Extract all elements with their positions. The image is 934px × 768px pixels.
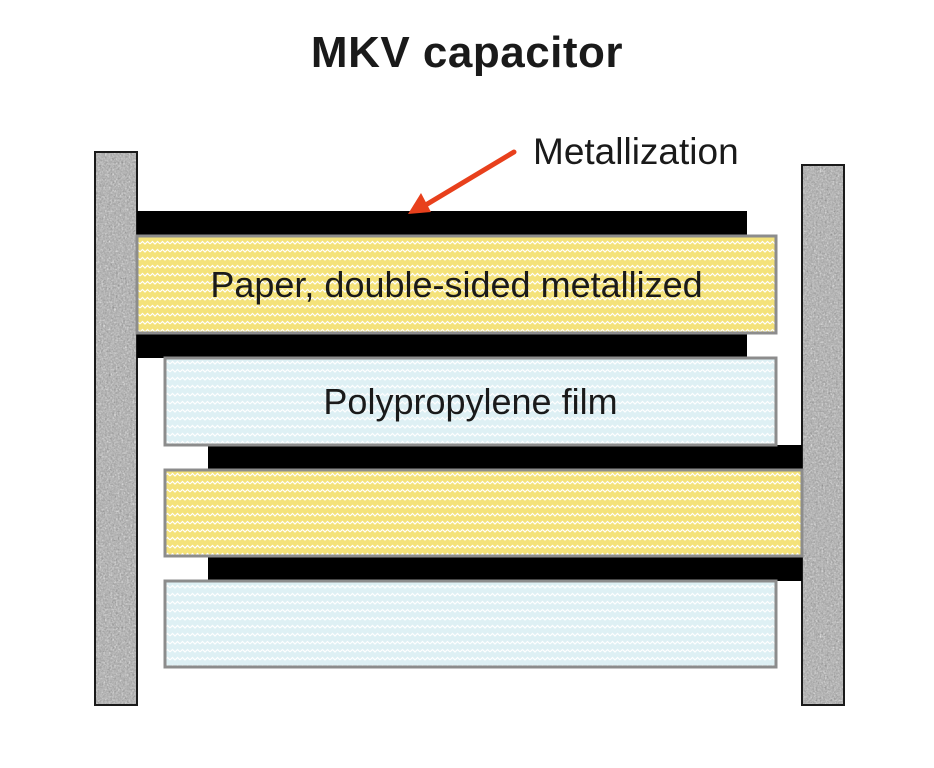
polypropylene-layer-label: Polypropylene film [323,380,618,422]
right-electrode [801,164,845,706]
metallization-label: Metallization [533,131,739,172]
metallization-layer-1 [137,211,747,236]
polypropylene-film-layer-2 [163,579,778,669]
polypropylene-film-layer-1 [163,356,778,447]
left-electrode [94,151,138,706]
diagram-title: MKV capacitor [310,28,624,77]
paper-layer-2 [163,468,804,558]
metallization-arrow [408,149,517,214]
metallization-layer-2 [137,333,747,358]
paper-layer-1 [135,234,778,335]
metallization-layer-4 [208,556,802,581]
paper-layer-label: Paper, double-sided metallized [210,263,703,305]
metallization-layer-3 [208,445,802,470]
